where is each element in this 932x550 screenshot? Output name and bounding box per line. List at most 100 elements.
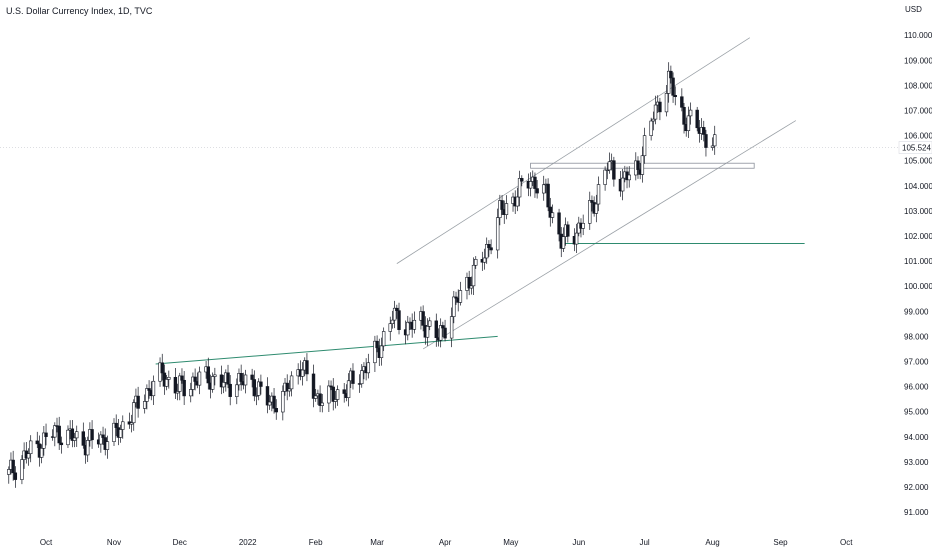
candle-body — [390, 319, 395, 324]
candle-body — [243, 374, 248, 386]
candle — [627, 166, 631, 188]
candle — [327, 380, 331, 412]
candle-body — [482, 257, 487, 263]
price-tick-label: 98.000 — [904, 332, 929, 341]
candle-body — [331, 386, 335, 402]
candle — [680, 88, 684, 112]
price-tick-label: 91.000 — [904, 508, 929, 517]
chart-title: U.S. Dollar Currency Index, 1D, TVC — [6, 6, 153, 16]
candle — [267, 394, 272, 410]
candle-body — [281, 391, 285, 413]
candle — [454, 291, 458, 305]
candle-body — [164, 379, 169, 387]
candle — [7, 466, 11, 484]
candle-body — [70, 428, 75, 441]
candle-body — [489, 247, 493, 251]
candle — [160, 353, 164, 381]
candle-body — [182, 379, 186, 397]
candle-body — [191, 376, 195, 390]
price-tick-label: 94.000 — [904, 433, 929, 442]
green-trendline — [155, 335, 498, 365]
candle — [649, 117, 653, 141]
candle — [669, 65, 673, 84]
candle-body — [59, 442, 64, 446]
candle — [81, 422, 86, 449]
candle — [66, 425, 70, 448]
price-tick-label: 93.000 — [904, 458, 929, 467]
candle — [487, 240, 491, 257]
candle — [210, 372, 215, 393]
candle — [471, 257, 476, 295]
candle — [180, 368, 184, 384]
date-tick-label: 2022 — [239, 538, 257, 547]
candle — [132, 399, 136, 431]
candle — [686, 106, 691, 138]
candle-body — [57, 425, 61, 444]
candle — [710, 137, 715, 151]
candle — [228, 375, 232, 406]
candle-body — [145, 388, 149, 402]
candle-body — [366, 362, 371, 374]
candle-body — [588, 200, 592, 224]
candle — [489, 239, 493, 255]
candle — [28, 435, 33, 463]
candle-body — [327, 385, 331, 404]
date-tick-label: Dec — [173, 538, 187, 547]
candle — [70, 420, 75, 448]
candle — [85, 436, 90, 463]
candle-body — [311, 373, 316, 399]
candle-body — [469, 285, 474, 289]
price-axis[interactable]: USD 91.000 92.000 93.000 94.000 95.000 96.000… — [898, 5, 932, 517]
candle — [388, 316, 392, 341]
date-tick-label: Feb — [309, 538, 323, 547]
candle — [381, 327, 386, 352]
candle — [129, 414, 134, 433]
candle — [197, 366, 202, 395]
date-tick-label: Jun — [572, 538, 585, 547]
candle-body — [373, 340, 377, 364]
last-price-label: 105.524 — [902, 144, 931, 153]
candle-body — [228, 383, 232, 397]
candle-body — [346, 380, 351, 398]
candle — [546, 178, 550, 212]
candle — [438, 318, 443, 348]
candle — [213, 367, 217, 386]
candle — [151, 375, 156, 406]
candle — [434, 313, 438, 347]
candle-body — [285, 382, 289, 392]
candle — [206, 357, 210, 390]
candle-body — [210, 376, 215, 390]
candle — [561, 227, 566, 253]
candle-body — [441, 325, 445, 329]
price-tick-label: 108.000 — [904, 81, 932, 90]
candle-body — [452, 296, 456, 317]
candle — [259, 374, 263, 395]
candle — [504, 195, 509, 220]
candle — [351, 363, 355, 390]
candle — [449, 307, 454, 348]
candle — [167, 370, 171, 389]
candle-body — [178, 375, 182, 392]
candle — [557, 208, 561, 242]
price-tick-label: 103.000 — [904, 207, 932, 216]
candle — [366, 353, 371, 379]
candle — [252, 370, 257, 402]
candle-body — [44, 432, 48, 437]
drawing-layer[interactable] — [0, 37, 898, 365]
candle — [26, 448, 31, 466]
candle — [517, 170, 522, 207]
candle — [142, 394, 147, 414]
candle-body — [375, 340, 379, 349]
candle — [175, 383, 180, 401]
time-axis[interactable]: Oct Nov Dec 2022 Feb Mar Apr May Jun Jul Aug Sep Oct — [40, 538, 853, 547]
candle — [193, 368, 197, 391]
candle-body — [710, 145, 715, 148]
candle-body — [704, 134, 708, 148]
candle-body — [305, 360, 309, 375]
candle — [658, 97, 662, 121]
candle-body — [438, 325, 443, 341]
candle-body — [254, 395, 259, 397]
candle — [265, 377, 270, 414]
candles — [7, 62, 717, 488]
